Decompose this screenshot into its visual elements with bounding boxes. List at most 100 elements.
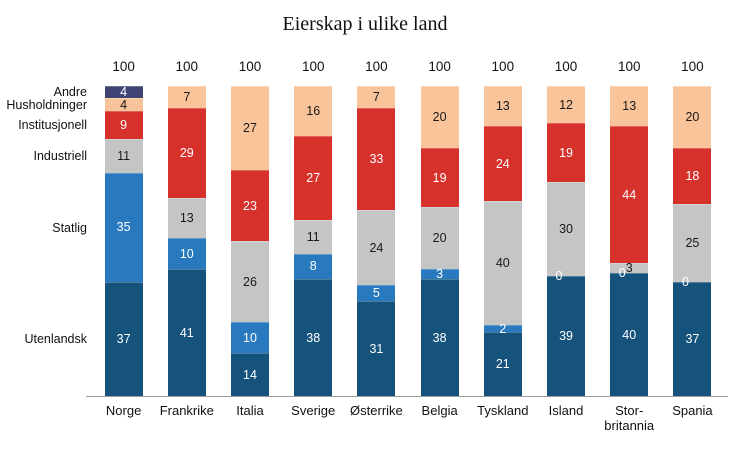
segment-industriell: 13 — [167, 197, 206, 239]
bar-column-italia: 100 27 23 26 10 14 Italia — [218, 52, 281, 434]
segment-husholdninger: 12 — [547, 86, 586, 124]
stacked-bar-spania: 20 18 25 0 37 — [673, 86, 712, 397]
segment-industriell: 20 — [420, 207, 459, 270]
bar-column-norge: 100 4 4 9 11 35 37 Norge — [92, 52, 155, 434]
segment-value: 37 — [116, 332, 131, 347]
segment-institusjonell: 9 — [104, 110, 143, 139]
category-label: Spania — [672, 403, 713, 418]
series-label-industriell: Industriell — [33, 148, 88, 163]
segment-value: 41 — [179, 325, 194, 340]
segment-value: 40 — [622, 327, 637, 342]
segment-value: 20 — [432, 109, 447, 124]
segment-value: 5 — [372, 285, 380, 300]
total-label: 100 — [175, 59, 199, 74]
series-label-andre: Andre — [53, 85, 87, 100]
stacked-bar-stor-britannia: 13 44 3 0 40 — [610, 86, 649, 397]
segment-value: 0 — [618, 265, 626, 280]
segment-industriell: 26 — [231, 241, 269, 323]
segment-value: 13 — [179, 210, 194, 225]
segment-value: 44 — [622, 187, 637, 202]
segment-value: 31 — [369, 341, 384, 356]
segment-value: 27 — [243, 120, 257, 135]
chart-area: Andre Husholdninger Institusjonell Industri… — [0, 52, 730, 434]
segment-value: 9 — [120, 117, 128, 132]
stacked-bar-island: 12 19 30 0 39 — [547, 86, 586, 397]
total-label: 100 — [491, 59, 515, 74]
category-label: Belgia — [421, 403, 458, 418]
segment-value: 4 — [120, 97, 128, 112]
segment-value: 0 — [681, 274, 689, 289]
segment-value: 30 — [559, 221, 573, 236]
segment-utenlandsk: 38 — [420, 278, 459, 397]
segment-utenlandsk: 21 — [483, 331, 522, 397]
segment-value: 25 — [685, 235, 700, 250]
segment-husholdninger: 13 — [610, 86, 649, 127]
segment-statlig: 8 — [294, 253, 333, 279]
segment-utenlandsk: 37 — [673, 281, 712, 397]
series-label-statlig: Statlig — [52, 220, 87, 235]
segment-institusjonell: 19 — [547, 123, 586, 183]
segment-value: 20 — [432, 231, 447, 246]
segment-utenlandsk: 14 — [231, 353, 269, 397]
category-label: Norge — [105, 403, 142, 418]
segment-industriell: 24 — [357, 210, 396, 286]
segment-value: 27 — [306, 170, 321, 185]
segment-industriell: 11 — [294, 219, 333, 254]
segment-institusjonell: 24 — [483, 126, 522, 202]
total-label: 100 — [681, 59, 704, 74]
segment-institusjonell: 29 — [167, 107, 206, 198]
segment-value: 21 — [495, 357, 510, 372]
y-axis-labels: Andre Husholdninger Institusjonell Industri… — [0, 52, 92, 434]
segment-statlig: 2 — [483, 322, 522, 334]
segment-utenlandsk: 37 — [104, 281, 143, 397]
segment-industriell: 25 — [673, 204, 712, 282]
bar-column-spania: 100 20 18 25 0 37 Spania — [661, 52, 724, 434]
total-label: 100 — [301, 59, 325, 74]
segment-husholdninger: 7 — [167, 86, 206, 108]
segment-value: 13 — [622, 98, 637, 113]
segment-institusjonell: 18 — [673, 148, 712, 205]
segment-value: 13 — [495, 98, 510, 113]
category-label: Tyskland — [477, 403, 529, 418]
segment-institusjonell: 44 — [610, 126, 649, 264]
segment-value: 20 — [685, 109, 700, 124]
segment-value: 23 — [243, 198, 257, 213]
segment-institusjonell: 19 — [420, 148, 459, 208]
segment-andre: 4 — [104, 84, 143, 99]
total-label: 100 — [112, 59, 135, 74]
total-label: 100 — [617, 59, 641, 74]
bar-column-belgia: 100 20 19 20 3 38 Belgia — [408, 52, 471, 434]
segment-value: 40 — [495, 255, 510, 270]
segment-value: 4 — [120, 84, 128, 99]
segment-statlig: 35 — [104, 173, 143, 282]
segment-utenlandsk: 39 — [547, 275, 586, 397]
segment-husholdninger: 20 — [420, 86, 459, 149]
chart-title: Eierskap i ulike land — [282, 13, 448, 35]
segment-value: 16 — [306, 103, 321, 118]
category-label: Italia — [236, 403, 264, 418]
segment-husholdninger: 13 — [483, 86, 522, 127]
segment-value: 35 — [116, 220, 131, 235]
series-label-institusjonell: Institusjonell — [18, 117, 87, 132]
segment-value: 19 — [559, 145, 573, 160]
segment-value: 8 — [309, 259, 317, 274]
segment-industriell: 40 — [483, 201, 522, 326]
segment-husholdninger: 16 — [294, 86, 333, 136]
segment-value: 3 — [625, 260, 633, 275]
segment-value: 7 — [372, 89, 380, 104]
segment-value: 24 — [495, 156, 510, 171]
stacked-bar-norge: 4 4 9 11 35 37 — [104, 84, 143, 397]
segment-value: 0 — [555, 268, 563, 283]
x-axis-line — [86, 396, 728, 397]
segment-value: 3 — [436, 266, 444, 281]
segment-value: 29 — [179, 145, 194, 160]
stacked-bar-sverige: 16 27 11 8 38 — [294, 86, 333, 397]
stacked-bar-belgia: 20 19 20 3 38 — [420, 86, 459, 397]
bar-column-tyskland: 100 13 24 40 2 21 Tyskland — [471, 52, 534, 434]
segment-value: 38 — [306, 330, 321, 345]
bar-column-sterrike: 100 7 33 24 5 31 Østerrike — [345, 52, 408, 434]
bar-column-sverige: 100 16 27 11 8 38 Sverige — [282, 52, 345, 434]
segment-statlig: 5 — [357, 285, 396, 301]
series-label-husholdninger: Husholdninger — [6, 97, 87, 112]
